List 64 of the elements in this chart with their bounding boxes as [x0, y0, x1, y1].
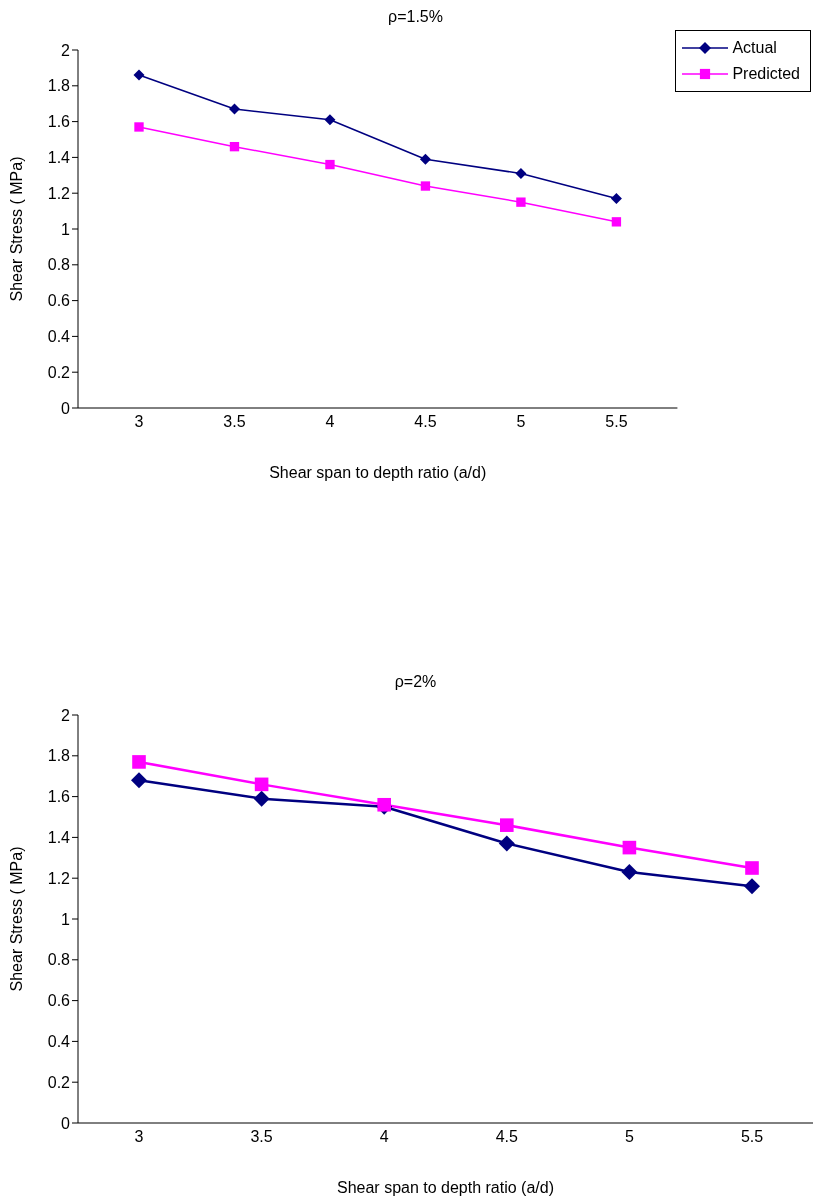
point — [610, 193, 622, 205]
point — [134, 122, 144, 132]
y-tick-label: 1.6 — [47, 788, 71, 806]
y-tick-label: 0.4 — [47, 1033, 71, 1051]
y-tick-label: 0.4 — [47, 328, 71, 346]
y-tick-label: 0.8 — [47, 951, 71, 969]
point — [229, 141, 240, 152]
y-tick-label: 1 — [61, 910, 71, 928]
y-tick-label: 1 — [61, 220, 71, 238]
point — [622, 840, 637, 855]
y-tick-label: 1.2 — [47, 869, 71, 887]
y-tick-label: 1.8 — [47, 747, 71, 765]
point — [516, 197, 526, 207]
point — [228, 103, 240, 115]
x-tick-label: 4.5 — [495, 1128, 519, 1146]
point — [254, 777, 269, 792]
point — [498, 835, 515, 852]
x-tick-label: 4.5 — [414, 413, 437, 431]
x-tick-label: 4 — [325, 413, 335, 431]
point — [621, 864, 638, 881]
point — [419, 153, 431, 165]
y-tick-label: 1.4 — [47, 829, 71, 847]
point — [515, 168, 527, 180]
chart-title: ρ=2% — [393, 673, 438, 691]
point — [744, 878, 760, 895]
point — [132, 755, 146, 769]
x-tick-label: 3 — [134, 413, 144, 431]
point — [500, 818, 514, 832]
point — [325, 159, 335, 170]
y-tick-label: 1.2 — [47, 184, 71, 202]
x-tick-label: 5 — [624, 1128, 634, 1146]
point — [324, 114, 336, 126]
x-tick-label: 5.5 — [605, 413, 628, 431]
y-axis-title: Shear Stress ( MPa) — [7, 846, 25, 992]
x-tick-label: 5 — [516, 413, 526, 431]
x-axis-title: Shear span to depth ratio (a/d) — [336, 1179, 555, 1196]
y-tick-label: 0.6 — [47, 992, 71, 1010]
x-tick-label: 5.5 — [740, 1128, 764, 1146]
legend-label: Predicted — [732, 65, 800, 83]
y-tick-label: 1.6 — [47, 113, 71, 131]
y-tick-label: 0.2 — [47, 1073, 71, 1091]
y-tick-label: 0.6 — [47, 292, 71, 310]
y-tick-label: 0 — [61, 399, 71, 417]
chart-title: ρ=1.5% — [387, 8, 444, 26]
x-tick-label: 4 — [379, 1128, 389, 1146]
point — [420, 181, 431, 191]
y-tick-label: 2 — [61, 706, 71, 724]
point — [745, 861, 759, 875]
x-tick-label: 3.5 — [223, 413, 246, 431]
point — [611, 217, 622, 227]
y-tick-label: 2 — [61, 41, 71, 59]
y-tick-label: 0.2 — [47, 363, 71, 381]
y-tick-label: 0.8 — [47, 256, 71, 274]
y-tick-label: 1.4 — [47, 149, 71, 167]
point — [131, 772, 147, 789]
y-axis-title: Shear Stress ( MPa) — [7, 156, 25, 302]
y-tick-label: 0 — [61, 1114, 71, 1132]
legend-label: Actual — [732, 39, 777, 57]
x-tick-label: 3 — [134, 1128, 144, 1146]
point — [133, 69, 145, 81]
x-axis-title: Shear span to depth ratio (a/d) — [269, 464, 487, 481]
y-tick-label: 1.8 — [47, 77, 71, 95]
x-tick-label: 3.5 — [250, 1128, 273, 1146]
point — [253, 790, 270, 807]
